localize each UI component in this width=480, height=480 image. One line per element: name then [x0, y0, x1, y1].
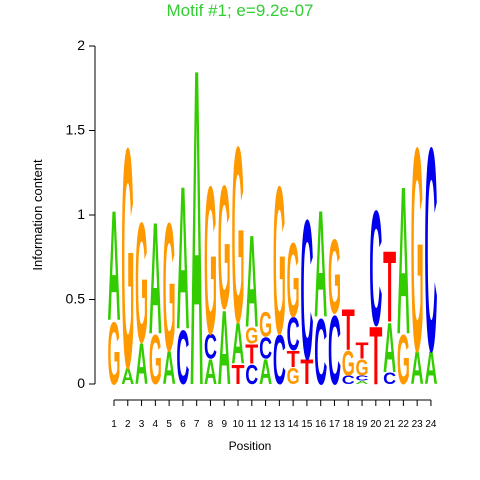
- logo-letter: A: [204, 353, 217, 392]
- logo-letter: C: [287, 308, 300, 361]
- x-tick-label: 11: [247, 419, 258, 430]
- logo-letter: A: [411, 342, 424, 395]
- logo-letter: G: [245, 323, 258, 349]
- logo-letter: A: [397, 142, 410, 379]
- y-tick-label: 1.5: [66, 122, 86, 138]
- logo-letter: G: [411, 86, 424, 412]
- x-tick-label: 17: [329, 419, 341, 430]
- logo-letter: A: [218, 289, 231, 407]
- logo-letter: G: [273, 142, 286, 379]
- logo-letter: C: [342, 374, 355, 387]
- logo-letter: A: [424, 342, 437, 395]
- y-tick-label: 0.5: [66, 291, 86, 307]
- x-tick-label: 19: [356, 419, 368, 430]
- logo-letter: C: [259, 332, 272, 366]
- logo-letter: A: [121, 364, 134, 390]
- logo-letter: A: [259, 353, 272, 392]
- x-tick-label: 3: [139, 419, 145, 430]
- logo-letter: T: [369, 309, 382, 402]
- logo-letter: C: [424, 86, 437, 412]
- logo-letter: G: [204, 142, 217, 379]
- logo-letter: G: [259, 305, 272, 344]
- logo-letter: C: [383, 369, 396, 388]
- x-tick-label: 2: [125, 419, 131, 430]
- x-axis-label: Position: [229, 439, 272, 453]
- x-tick-label: 18: [343, 419, 355, 430]
- x-tick-label: 20: [370, 419, 382, 430]
- logo-letter: G: [121, 83, 134, 435]
- x-tick-label: 14: [288, 419, 300, 430]
- logo-letter: A: [190, 0, 203, 480]
- logo-letter: A: [163, 342, 176, 395]
- x-tick-label: 7: [194, 419, 200, 430]
- logo-letter: T: [383, 231, 396, 344]
- logo-letter: C: [204, 327, 217, 366]
- logo-letter: T: [342, 299, 355, 364]
- logo-letter: G: [149, 320, 162, 399]
- logo-letter: C: [273, 320, 286, 399]
- logo-letter: T: [245, 340, 258, 371]
- x-tick-label: 4: [153, 419, 159, 430]
- chart-title: Motif #1; e=9.2e-07: [167, 1, 314, 20]
- logo-letter: G: [135, 187, 148, 378]
- x-tick-label: 15: [301, 419, 313, 430]
- logo-letter: G: [356, 355, 369, 381]
- logo-letter: A: [108, 178, 121, 354]
- x-tick-label: 12: [260, 419, 272, 430]
- logo-letter: T: [300, 353, 313, 392]
- logo-letter: G: [108, 304, 121, 404]
- logo-letter: C: [300, 180, 313, 403]
- logo-letter: T: [356, 338, 369, 364]
- logo-letter: C: [176, 314, 189, 401]
- x-tick-label: 10: [232, 419, 244, 430]
- logo-letter: G: [342, 344, 355, 383]
- logo-letter: A: [149, 190, 162, 368]
- x-tick-label: 9: [221, 419, 227, 430]
- x-tick-label: 24: [425, 419, 437, 430]
- logo-letter: T: [232, 360, 245, 391]
- y-axis-label: Information content: [30, 159, 45, 271]
- x-tick-label: 6: [180, 419, 186, 430]
- y-tick-label: 1: [77, 206, 85, 222]
- x-tick-label: 22: [398, 419, 410, 430]
- logo-letter: G: [163, 184, 176, 389]
- x-tick-label: 5: [166, 419, 172, 430]
- logo-letter: G: [287, 222, 300, 340]
- y-tick-label: 0: [77, 375, 85, 391]
- x-tick-label: 8: [208, 419, 214, 430]
- logo-letter: C: [356, 374, 369, 382]
- logo-letter: G: [287, 364, 300, 390]
- y-tick-label: 2: [77, 37, 85, 53]
- logo-letter: G: [218, 149, 231, 346]
- logo-letter: C: [314, 301, 327, 405]
- logo-letter: G: [232, 94, 245, 375]
- logo-letter: A: [356, 380, 370, 385]
- logo-letter: A: [135, 333, 148, 398]
- x-tick-label: 1: [111, 419, 117, 430]
- x-tick-label: 23: [412, 419, 424, 430]
- logo-letter: C: [369, 176, 382, 360]
- logo-letter: A: [176, 144, 189, 372]
- x-tick-label: 16: [315, 419, 327, 430]
- logo-letter: A: [314, 180, 327, 350]
- logo-letter: G: [397, 320, 410, 399]
- logo-letter: C: [328, 296, 341, 406]
- logo-letter: A: [232, 312, 245, 377]
- logo-letter: A: [383, 308, 396, 387]
- x-tick-label: 13: [274, 419, 286, 430]
- logo-letter: C: [245, 360, 258, 391]
- logo-letter: A: [245, 207, 258, 354]
- logo-letter: G: [328, 218, 341, 336]
- x-tick-label: 21: [384, 419, 396, 430]
- logo-letter: T: [287, 347, 300, 373]
